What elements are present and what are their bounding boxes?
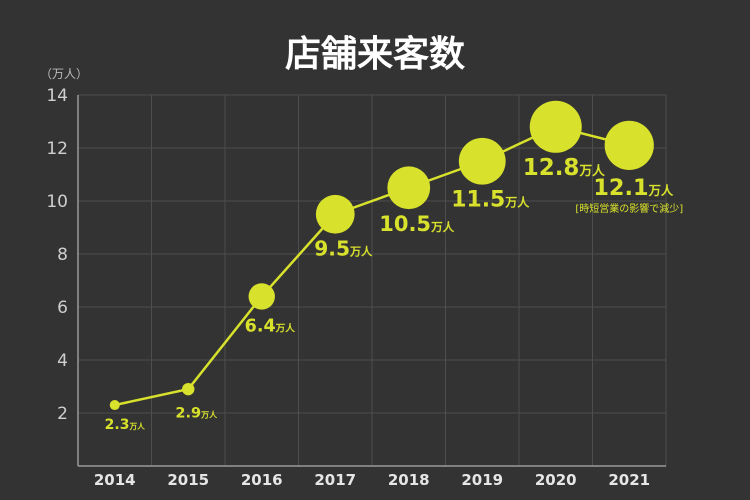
y-tick-label: 10 bbox=[46, 192, 68, 212]
data-label: 2.9万人 bbox=[175, 405, 218, 421]
y-unit-label: （万人） bbox=[40, 67, 88, 81]
y-tick-label: 4 bbox=[57, 351, 68, 371]
x-tick-label: 2015 bbox=[167, 471, 209, 489]
data-point-2019 bbox=[458, 137, 506, 185]
data-point-2014 bbox=[109, 400, 120, 411]
data-point-2021 bbox=[604, 120, 654, 170]
x-tick-label: 2017 bbox=[314, 471, 356, 489]
x-tick-label: 2014 bbox=[94, 471, 136, 489]
x-tick-label: 2018 bbox=[388, 471, 430, 489]
x-tick-label: 2016 bbox=[241, 471, 283, 489]
x-tick-label: 2019 bbox=[461, 471, 503, 489]
axes bbox=[77, 95, 666, 467]
data-label: 12.1万人 bbox=[593, 175, 674, 201]
data-label: 12.8万人 bbox=[523, 155, 605, 181]
y-tick-label: 2 bbox=[57, 404, 68, 424]
data-point-2020 bbox=[529, 100, 582, 153]
y-tick-label: 6 bbox=[57, 298, 68, 318]
data-label: 9.5万人 bbox=[314, 237, 373, 261]
y-tick-label: 14 bbox=[46, 86, 68, 106]
annotation: [時短営業の影響で減少] bbox=[575, 202, 683, 215]
grid bbox=[78, 94, 667, 466]
y-tick-label: 8 bbox=[57, 245, 68, 265]
y-ticks: 2 4 6 8 10 12 14 bbox=[46, 86, 68, 424]
data-label: 6.4万人 bbox=[245, 317, 296, 337]
x-ticks: 2014 2015 2016 2017 2018 2019 2020 2021 bbox=[94, 471, 650, 489]
data-label: 2.3万人 bbox=[105, 417, 146, 433]
x-tick-label: 2020 bbox=[535, 471, 577, 489]
data-point-2017 bbox=[315, 194, 355, 234]
data-label: 10.5万人 bbox=[379, 212, 454, 236]
x-tick-label: 2021 bbox=[608, 471, 650, 489]
markers bbox=[109, 100, 654, 411]
y-tick-label: 12 bbox=[46, 139, 68, 159]
data-point-2015 bbox=[182, 382, 195, 396]
data-label: 11.5万人 bbox=[451, 188, 530, 213]
data-point-2016 bbox=[248, 283, 275, 310]
data-point-2018 bbox=[387, 166, 431, 210]
chart-title: 店舗来客数 bbox=[285, 34, 465, 75]
